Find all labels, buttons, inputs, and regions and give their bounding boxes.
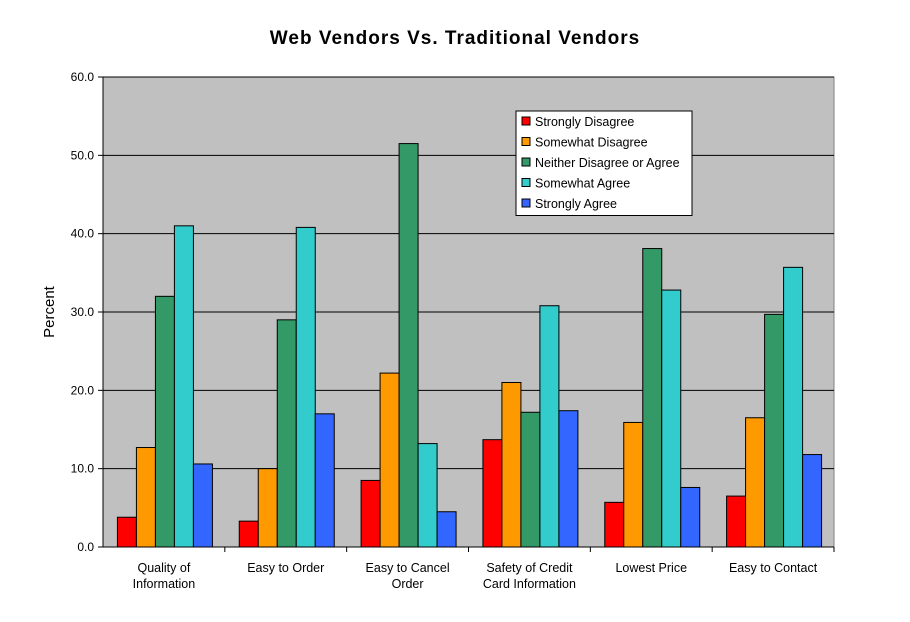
x-category-label: Order [392, 577, 424, 591]
bar [558, 410, 579, 548]
y-tick-label: 50.0 [71, 148, 95, 162]
bar [116, 516, 137, 548]
legend-label: Somewhat Agree [535, 177, 630, 191]
bar [238, 520, 259, 548]
bar [642, 248, 663, 548]
bar [314, 413, 335, 548]
legend-swatch [521, 157, 531, 167]
bar [276, 319, 297, 548]
legend-swatch [521, 116, 531, 126]
chart-title: Web Vendors Vs. Traditional Vendors [270, 28, 640, 49]
x-category-label: Lowest Price [615, 561, 687, 575]
y-tick-label: 10.0 [71, 462, 95, 476]
bar [623, 421, 644, 548]
bar [726, 495, 747, 548]
y-tick-label: 60.0 [71, 70, 95, 84]
bar [680, 486, 701, 548]
x-category-label: Quality of [138, 561, 191, 575]
legend-swatch [521, 198, 531, 208]
legend-box [515, 110, 693, 216]
bar [482, 439, 503, 548]
bar [745, 417, 766, 548]
bar [295, 226, 316, 548]
x-category-labels: Quality of Information Easy to Order Easy t… [133, 561, 818, 591]
x-category-label: Safety of Credit [486, 561, 573, 575]
bar [520, 411, 541, 548]
bar [764, 313, 785, 548]
y-axis-title: Percent [41, 285, 58, 338]
legend-label: Somewhat Disagree [535, 136, 648, 150]
legend: Strongly Disagree Somewhat Disagree Neithe… [515, 110, 693, 216]
bar [539, 305, 560, 548]
bar [360, 479, 381, 548]
legend-swatch [521, 178, 531, 187]
bar [379, 372, 400, 548]
y-tick-label: 40.0 [71, 227, 95, 241]
gridlines [103, 76, 834, 470]
legend-label: Strongly Agree [535, 197, 617, 211]
bar [604, 501, 625, 548]
bar [192, 463, 213, 548]
y-tick-label: 30.0 [71, 305, 95, 319]
legend-swatch [521, 137, 531, 146]
y-tick-label: 0.0 [77, 540, 94, 554]
bar [398, 143, 419, 548]
bar [661, 289, 682, 548]
axes [98, 76, 835, 552]
bar [783, 266, 804, 548]
legend-label: Neither Disagree or Agree [535, 156, 680, 170]
x-category-label: Easy to Contact [729, 561, 818, 575]
bar [173, 225, 194, 548]
y-tick-labels: 0.0 10.0 20.0 30.0 40.0 50.0 60.0 [71, 70, 95, 554]
x-category-label: Information [133, 577, 196, 591]
x-category-label: Card Information [483, 577, 576, 591]
bar [802, 454, 823, 548]
bar [257, 468, 278, 548]
bar [436, 511, 457, 548]
x-category-label: Easy to Order [247, 561, 324, 575]
bars [116, 143, 823, 548]
x-category-label: Easy to Cancel [366, 561, 450, 575]
bar [417, 443, 438, 548]
bar [135, 447, 156, 548]
bar [154, 295, 175, 548]
y-tick-label: 20.0 [71, 383, 95, 397]
legend-label: Strongly Disagree [535, 115, 634, 129]
bar [501, 382, 522, 548]
